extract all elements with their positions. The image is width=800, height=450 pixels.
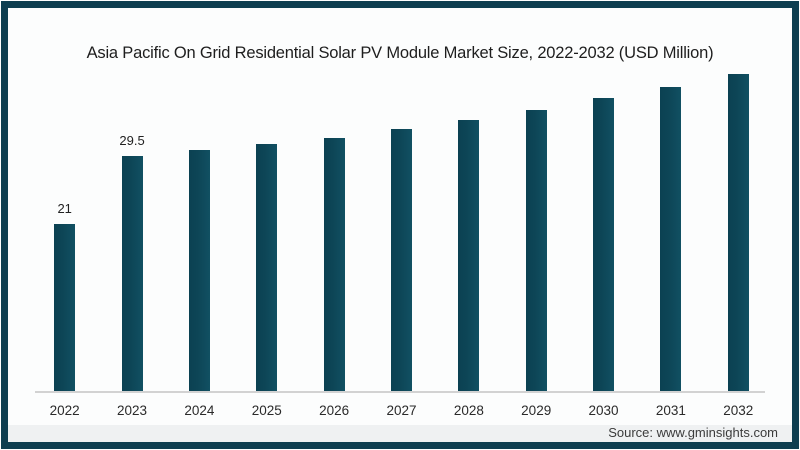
bar — [660, 87, 682, 392]
x-tick-label: 2027 — [386, 403, 417, 418]
bar-group — [368, 47, 435, 392]
x-tick-label: 2029 — [521, 403, 552, 418]
footer-band — [8, 425, 792, 442]
bar — [525, 110, 547, 392]
bar-value-label: 21 — [57, 201, 72, 216]
x-tick-label: 2026 — [319, 403, 350, 418]
x-tick-label: 2022 — [49, 403, 80, 418]
chart-title: Asia Pacific On Grid Residential Solar P… — [86, 44, 714, 62]
plot-area: 21 29.5 — [31, 47, 772, 392]
bar-group — [233, 47, 300, 392]
source-attribution: Source: www.gminsights.com — [608, 425, 778, 440]
bar — [593, 98, 615, 392]
bar-group — [503, 47, 570, 392]
x-tick-label: 2025 — [251, 403, 282, 418]
bar-group — [570, 47, 637, 392]
x-axis-line — [35, 391, 765, 393]
bar-group — [435, 47, 502, 392]
bar-group — [300, 47, 367, 392]
bar — [121, 156, 143, 392]
x-tick-label: 2030 — [588, 403, 619, 418]
bar-group — [166, 47, 233, 392]
x-tick-label: 2024 — [184, 403, 215, 418]
bar-group: 21 — [31, 47, 98, 392]
bar — [323, 138, 345, 392]
bar-group: 29.5 — [98, 47, 165, 392]
bar — [54, 224, 76, 392]
x-tick-label: 2031 — [655, 403, 686, 418]
bar-group — [705, 47, 772, 392]
x-tick-label: 2023 — [117, 403, 148, 418]
x-tick-label: 2032 — [723, 403, 754, 418]
bar — [390, 129, 412, 392]
x-tick-label: 2028 — [453, 403, 484, 418]
bar — [188, 150, 210, 392]
bar — [256, 144, 278, 392]
bar — [727, 74, 749, 392]
bar — [458, 120, 480, 392]
bar-value-label: 29.5 — [119, 133, 145, 148]
bar-group — [637, 47, 704, 392]
x-axis-labels: 2022 2023 2024 2025 2026 2027 2028 2029 2030 2031… — [31, 403, 772, 418]
